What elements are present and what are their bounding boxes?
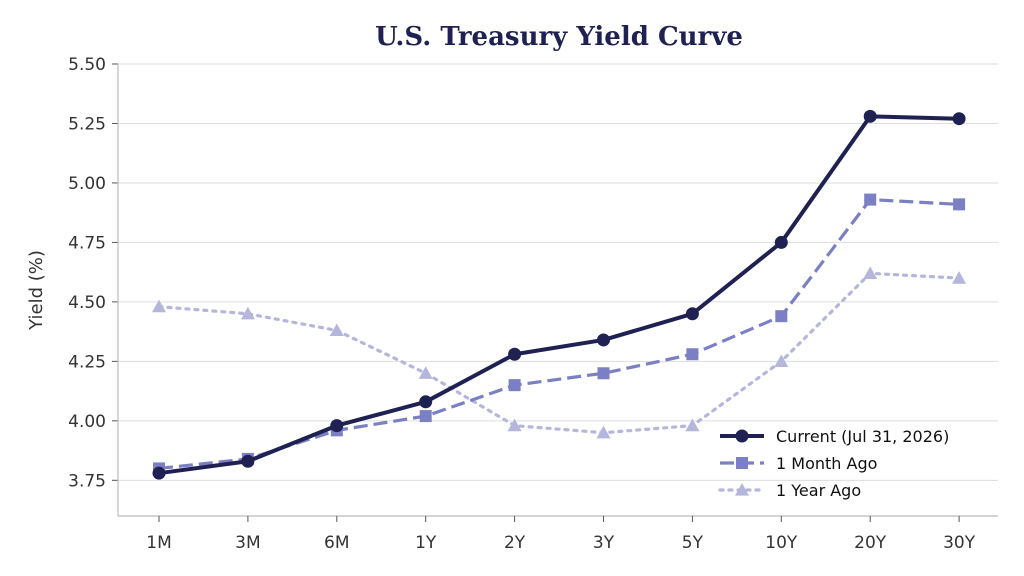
legend-item: 1 Month Ago: [720, 454, 877, 473]
legend-item: 1 Year Ago: [718, 481, 861, 500]
data-point: [686, 348, 699, 361]
legend-marker: [736, 457, 748, 469]
data-point: [596, 425, 611, 439]
data-point: [863, 266, 878, 279]
data-point: [953, 198, 966, 211]
data-point: [952, 271, 967, 284]
data-point: [419, 395, 433, 409]
x-tick-label: 1M: [146, 533, 171, 553]
tick-labels: 3.75 4.00 4.25 4.50 4.75 5.00 5.25 5.50 1M 3M 6M 1Y…: [68, 55, 976, 553]
x-tick-label: 30Y: [943, 533, 976, 553]
x-tick-label: 3M: [235, 533, 260, 553]
grid-lines: [118, 63, 998, 481]
data-point: [952, 112, 966, 126]
series-line: [157, 271, 961, 435]
data-point: [329, 323, 344, 337]
chart-title: U.S. Treasury Yield Curve: [375, 22, 743, 52]
legend-marker: [735, 483, 749, 496]
legend-label: Current (Jul 31, 2026): [776, 427, 949, 446]
data-point: [152, 466, 166, 480]
data-point: [240, 306, 255, 320]
series-line: [158, 114, 960, 476]
x-tick-label: 6M: [324, 533, 349, 553]
data-point: [597, 333, 610, 347]
series-3: [152, 266, 967, 439]
data-point: [507, 418, 522, 432]
series-lines: [152, 109, 967, 480]
legend-label: 1 Month Ago: [776, 454, 877, 473]
legend-marker: [735, 429, 749, 443]
x-tick-label: 2Y: [504, 533, 526, 553]
y-tick-label: 4.75: [68, 233, 106, 253]
data-point: [508, 347, 522, 361]
data-point: [685, 307, 699, 321]
y-tick-label: 5.00: [68, 174, 106, 194]
y-tick-label: 4.00: [68, 412, 106, 432]
y-tick-label: 5.50: [68, 55, 106, 75]
y-tick-label: 4.50: [68, 293, 106, 313]
x-tick-label: 1Y: [415, 533, 437, 553]
y-tick-label: 5.25: [68, 114, 106, 134]
data-point: [241, 454, 255, 468]
data-point: [774, 235, 788, 249]
data-point: [508, 379, 521, 392]
data-point: [864, 193, 877, 206]
data-point: [863, 109, 877, 123]
y-tick-label: 3.75: [68, 471, 106, 491]
y-tick-label: 4.25: [68, 352, 106, 372]
legend-label: 1 Year Ago: [776, 481, 861, 500]
x-tick-label: 5Y: [682, 533, 704, 553]
data-point: [419, 410, 432, 423]
axes: [112, 63, 998, 522]
data-point: [330, 419, 344, 433]
data-point: [685, 418, 700, 432]
y-axis-label: Yield (%): [26, 250, 47, 331]
x-tick-label: 3Y: [593, 533, 615, 553]
data-point: [152, 299, 166, 313]
x-tick-label: 20Y: [854, 533, 887, 553]
series-line: [158, 198, 960, 471]
data-point: [774, 354, 789, 367]
legend-item: Current (Jul 31, 2026): [720, 427, 949, 446]
legend: Current (Jul 31, 2026) 1 Month Ago 1 Year …: [718, 427, 949, 500]
series-1: [152, 109, 966, 480]
data-point: [597, 367, 610, 380]
data-point: [775, 310, 788, 323]
x-tick-label: 10Y: [765, 533, 798, 553]
data-point: [418, 366, 433, 379]
